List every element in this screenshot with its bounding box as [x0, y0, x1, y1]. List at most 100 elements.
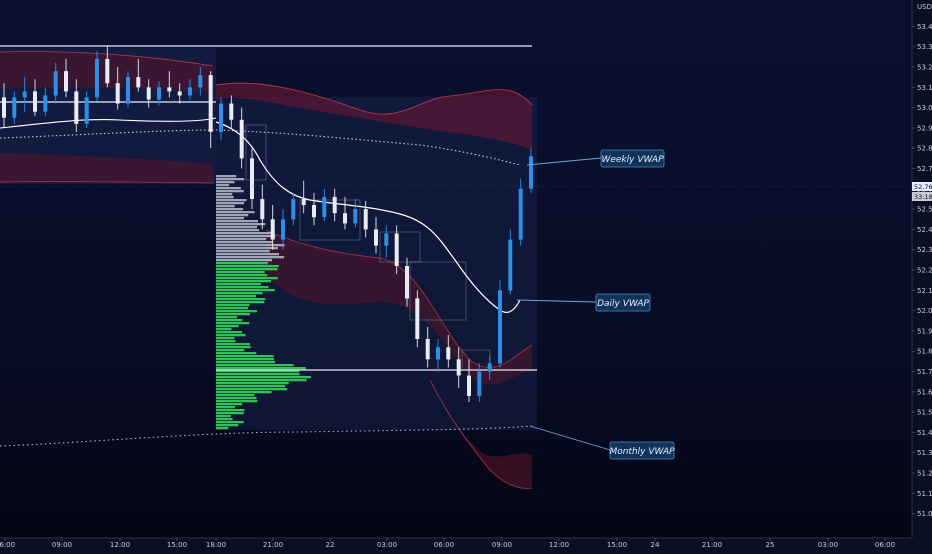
volume-profile-bar	[216, 421, 244, 424]
volume-profile-bar	[216, 358, 274, 361]
countdown-label: 33:18	[914, 193, 932, 201]
vwap-callouts: Weekly VWAP Daily VWAP Monthly VWAP	[516, 149, 675, 460]
candle-body	[405, 266, 409, 299]
price-tick-label: 53.40	[917, 23, 932, 31]
volume-profile-bar	[216, 178, 245, 181]
volume-profile-bar	[216, 286, 269, 289]
candle-body	[477, 371, 482, 396]
candle-body	[425, 339, 430, 360]
time-tick-label: 21:00	[263, 541, 283, 549]
volume-profile-bar	[216, 181, 235, 184]
time-tick-label: 09:00	[52, 541, 72, 549]
volume-profile-bar	[216, 226, 257, 229]
range-box	[379, 231, 421, 263]
daily-vwap-callout-leader	[516, 299, 597, 303]
volume-profile-bar	[216, 406, 235, 409]
volume-profile-bar	[216, 322, 250, 325]
price-tick-label: 52.70	[917, 165, 932, 173]
candle-body	[22, 91, 27, 98]
monthly-vwap-callout-box	[609, 441, 675, 460]
volume-profile-bar	[216, 190, 244, 193]
range-boxes	[245, 124, 491, 371]
daily-vwap-callout-box	[595, 293, 651, 312]
last-price-label: 52.76	[914, 183, 932, 191]
volume-profile-bar	[216, 331, 243, 334]
volume-profile-bar	[216, 265, 279, 268]
price-tick-label: 51.10	[917, 490, 932, 498]
volume-profile-bar	[216, 325, 239, 328]
time-tick-label: 22	[326, 541, 335, 549]
monthly-vwap-callout-leader	[529, 425, 611, 451]
candle-body	[374, 229, 378, 246]
volume-profile-bar	[216, 241, 274, 244]
time-axis-background[interactable]	[0, 538, 932, 550]
price-tick-label: 51.30	[917, 449, 932, 457]
volume-profile-bar	[216, 187, 241, 190]
volume-profile-bar	[216, 373, 300, 376]
time-tick-label: 18:00	[206, 541, 226, 549]
countdown-tag	[912, 192, 932, 201]
candle-body	[446, 347, 451, 360]
time-tick-label: 12:00	[110, 541, 130, 549]
price-tick-label: 51.40	[917, 429, 932, 437]
volume-profile-bar	[216, 235, 276, 238]
candle-body	[157, 87, 161, 100]
volume-profile-bar	[216, 415, 231, 418]
price-tick-label: 53.30	[917, 43, 932, 51]
volume-profile-bar	[216, 346, 251, 349]
volume-profile-bar	[216, 349, 245, 352]
volume-profile-bar	[216, 319, 243, 322]
volume-profile-bar	[216, 394, 255, 397]
band-weekly-upper	[216, 83, 532, 150]
band-weekly-upper-edge	[215, 82, 533, 115]
candle-body	[529, 156, 533, 189]
price-tick-label: 51.70	[917, 368, 932, 376]
weekly-vwap-callout-box	[600, 149, 665, 168]
volume-profile-bar	[216, 340, 236, 343]
band-daily-lower-outer-edge	[429, 379, 533, 489]
currency-label: USD	[917, 3, 932, 11]
monthly-vwap-callout-label: Monthly VWAP	[609, 447, 675, 457]
volume-profile-bar	[216, 343, 250, 346]
volume-profile-bar	[216, 271, 265, 274]
volume-profile-bar	[216, 208, 244, 211]
volume-profile-bar	[216, 250, 270, 253]
candle-body	[487, 363, 492, 372]
volume-profile-bar	[216, 361, 275, 364]
volume-profile-bar	[216, 223, 266, 226]
candle-body	[136, 77, 141, 88]
time-tick-label: 06:00	[875, 541, 895, 549]
price-tick-label: 52.20	[917, 267, 932, 275]
candle-body	[53, 71, 58, 96]
volume-profile-bar	[216, 298, 266, 301]
volume-profile-bar	[216, 283, 261, 286]
time-tick-label: 09:00	[492, 541, 512, 549]
candle-body	[198, 75, 203, 88]
candle-body	[105, 58, 110, 84]
price-tick-label: 52.00	[917, 307, 932, 315]
price-tick-label: 53.00	[917, 104, 932, 112]
candle-body	[518, 188, 523, 240]
volume-profile-bar	[216, 385, 286, 388]
band-previous-upper-edge	[0, 51, 214, 67]
band-daily-lower-outer	[430, 380, 532, 489]
candle-body	[250, 158, 254, 199]
range-box	[299, 199, 361, 241]
price-axis-background[interactable]	[912, 0, 932, 538]
time-axis-ticks: 06:00 09:00 12:00 15:00 18:00 21:00 22 03:00 06:…	[0, 538, 895, 549]
price-tick-label: 52.90	[917, 124, 932, 132]
candle-body	[84, 97, 89, 124]
time-tick-label: 12:00	[549, 541, 569, 549]
volume-profile-bar	[216, 328, 232, 331]
volume-profile-bar	[216, 292, 263, 295]
time-tick-label: 15:00	[167, 541, 187, 549]
candle-body	[332, 196, 337, 214]
price-tick-label: 53.10	[917, 84, 932, 92]
volume-profile-bar	[216, 427, 229, 430]
price-tick-label: 52.10	[917, 287, 932, 295]
vwap-bands	[0, 51, 533, 489]
candle-body	[508, 239, 513, 291]
candle-body	[260, 199, 265, 220]
